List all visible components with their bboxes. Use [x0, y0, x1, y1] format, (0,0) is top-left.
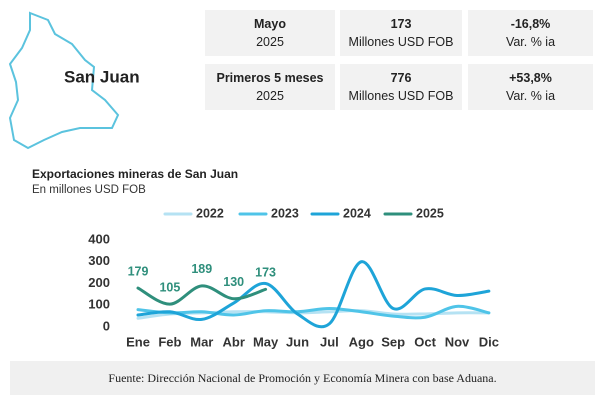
map-outline [8, 11, 120, 150]
summary-cell: Mayo 2025 [205, 10, 335, 56]
y-tick-label: 100 [88, 297, 110, 312]
y-tick-label: 200 [88, 275, 110, 290]
summary-cell: -16,8% Var. % ia [468, 10, 593, 56]
x-tick-label: Jul [320, 334, 339, 349]
data-label: 189 [191, 262, 212, 276]
series-line [136, 284, 268, 306]
x-tick-label: Dic [479, 334, 499, 349]
summary-cell: 776 Millones USD FOB [340, 64, 462, 110]
series-line [136, 260, 491, 329]
summary-cell: +53,8% Var. % ia [468, 64, 593, 110]
x-tick-label: Sep [381, 334, 405, 349]
summary-main: Primeros 5 meses [216, 71, 324, 85]
x-tick-label: Feb [158, 334, 181, 349]
summary-main: 776 [390, 71, 412, 85]
x-tick-label: Abr [223, 334, 245, 349]
data-label: 179 [128, 264, 149, 278]
summary-main: Mayo [254, 17, 286, 31]
series-line [136, 304, 491, 320]
y-tick-label: 300 [88, 253, 110, 268]
summary-main: +53,8% [509, 71, 552, 85]
summary-detail: 2025 [256, 35, 284, 49]
summary-detail: Millones USD FOB [348, 89, 454, 103]
x-tick-label: Nov [445, 334, 470, 349]
summary-detail: Var. % ia [505, 89, 556, 103]
summary-detail: 2025 [256, 89, 284, 103]
x-tick-label: Ene [126, 334, 150, 349]
y-tick-label: 400 [88, 231, 110, 246]
summary-detail: Var. % ia [505, 35, 556, 49]
data-label: 105 [159, 280, 180, 294]
source: Fuente: Dirección Nacional de Promoción … [10, 361, 595, 395]
x-tick-label: Jun [286, 334, 309, 349]
legend-label: 2024 [343, 206, 371, 220]
summary-detail: Millones USD FOB [348, 35, 454, 49]
x-tick-label: Ago [349, 334, 374, 349]
x-tick-label: May [253, 334, 279, 349]
region-label: San Juan [64, 67, 140, 86]
summary-cell: Primeros 5 meses 2025 [205, 64, 335, 110]
data-label: 130 [223, 275, 244, 289]
x-tick-label: Oct [414, 334, 436, 349]
legend-label: 2025 [416, 206, 444, 220]
summary-main: 173 [390, 17, 412, 31]
summary-cell: 173 Millones USD FOB [340, 10, 462, 56]
legend-label: 2022 [196, 206, 224, 220]
y-tick-label: 0 [103, 318, 110, 333]
chart-title: Exportaciones mineras de San Juan [32, 167, 238, 181]
x-tick-label: Mar [190, 334, 213, 349]
chart-subtitle: En millones USD FOB [32, 184, 146, 196]
legend-label: 2023 [271, 206, 299, 220]
summary-main: -16,8% [510, 17, 551, 31]
data-label: 173 [255, 266, 276, 280]
